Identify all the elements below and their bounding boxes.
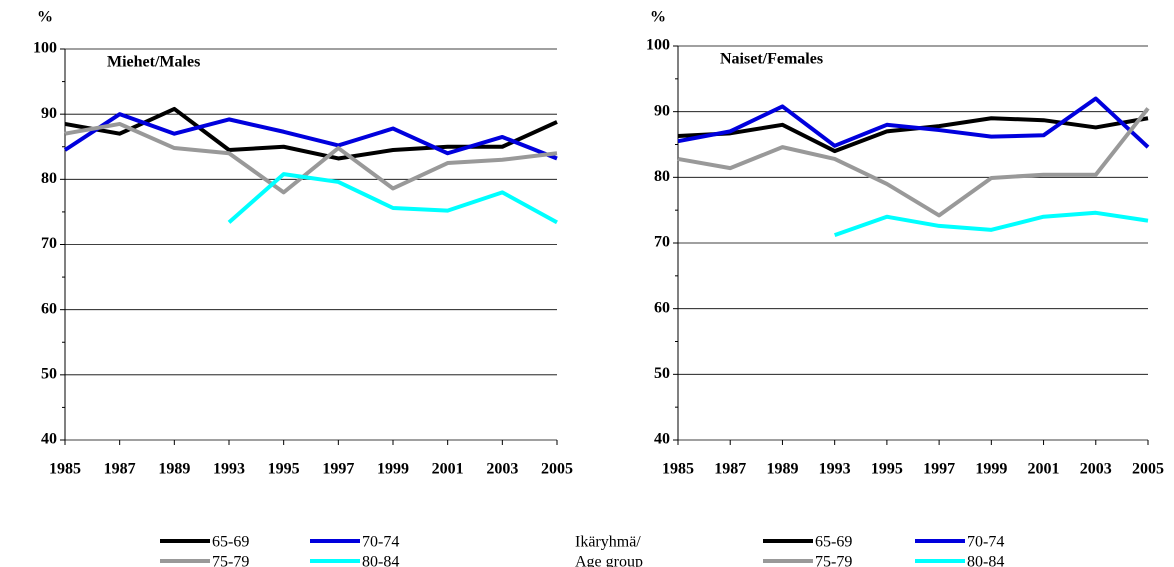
x-tick-label: 1985	[49, 461, 81, 478]
x-tick-label: 1993	[819, 461, 851, 478]
legend-label: 65-69	[212, 534, 249, 551]
chart-title: Naiset/Females	[720, 51, 823, 68]
chart-title: Miehet/Males	[107, 54, 200, 71]
x-tick-label: 1987	[104, 461, 136, 478]
y-tick-label: 90	[41, 105, 57, 122]
legend-label: 75-79	[212, 554, 249, 567]
y-tick-label: 50	[654, 365, 670, 382]
y-tick-label: 80	[41, 170, 57, 187]
y-tick-label: 40	[654, 431, 670, 448]
x-tick-label: 2001	[432, 461, 464, 478]
y-axis-label: %	[37, 9, 53, 26]
legend-label: 75-79	[815, 554, 852, 567]
x-tick-label: 1997	[322, 461, 354, 478]
legend-label: 70-74	[967, 534, 1004, 551]
x-tick-label: 1987	[714, 461, 746, 478]
y-tick-label: 40	[41, 431, 57, 448]
y-tick-label: 100	[33, 40, 57, 57]
y-tick-label: 60	[41, 300, 57, 317]
x-tick-label: 2003	[486, 461, 518, 478]
series-line	[834, 210, 1149, 238]
x-tick-label: 1985	[662, 461, 694, 478]
series-line	[64, 121, 558, 195]
series-line	[677, 107, 1150, 218]
legend-label: 80-84	[362, 554, 399, 567]
y-tick-label: 50	[41, 366, 57, 383]
series-line	[677, 96, 1150, 149]
x-tick-label: 2005	[1132, 461, 1164, 478]
x-tick-label: 1999	[377, 461, 409, 478]
legend-title: Ikäryhmä/	[575, 534, 641, 551]
y-tick-label: 70	[41, 235, 57, 252]
x-tick-label: 2003	[1080, 461, 1112, 478]
series-line	[227, 172, 558, 225]
x-tick-label: 1999	[975, 461, 1007, 478]
y-tick-label: 90	[654, 102, 670, 119]
y-tick-label: 60	[654, 299, 670, 316]
x-tick-label: 2005	[541, 461, 573, 478]
legend-label: 80-84	[967, 554, 1004, 567]
x-tick-label: 1995	[871, 461, 903, 478]
legend-label: 65-69	[815, 534, 852, 551]
x-tick-label: 1989	[158, 461, 190, 478]
x-tick-label: 1995	[268, 461, 300, 478]
legend-label: 70-74	[362, 534, 399, 551]
legend-title: Age group	[575, 554, 643, 567]
x-tick-label: 1997	[923, 461, 955, 478]
y-tick-label: 70	[654, 234, 670, 251]
y-axis-label: %	[650, 9, 666, 26]
x-tick-label: 1989	[766, 461, 798, 478]
x-tick-label: 1993	[213, 461, 245, 478]
y-tick-label: 80	[654, 168, 670, 185]
y-tick-label: 100	[646, 37, 670, 54]
x-tick-label: 2001	[1028, 461, 1060, 478]
series-line	[63, 112, 558, 161]
